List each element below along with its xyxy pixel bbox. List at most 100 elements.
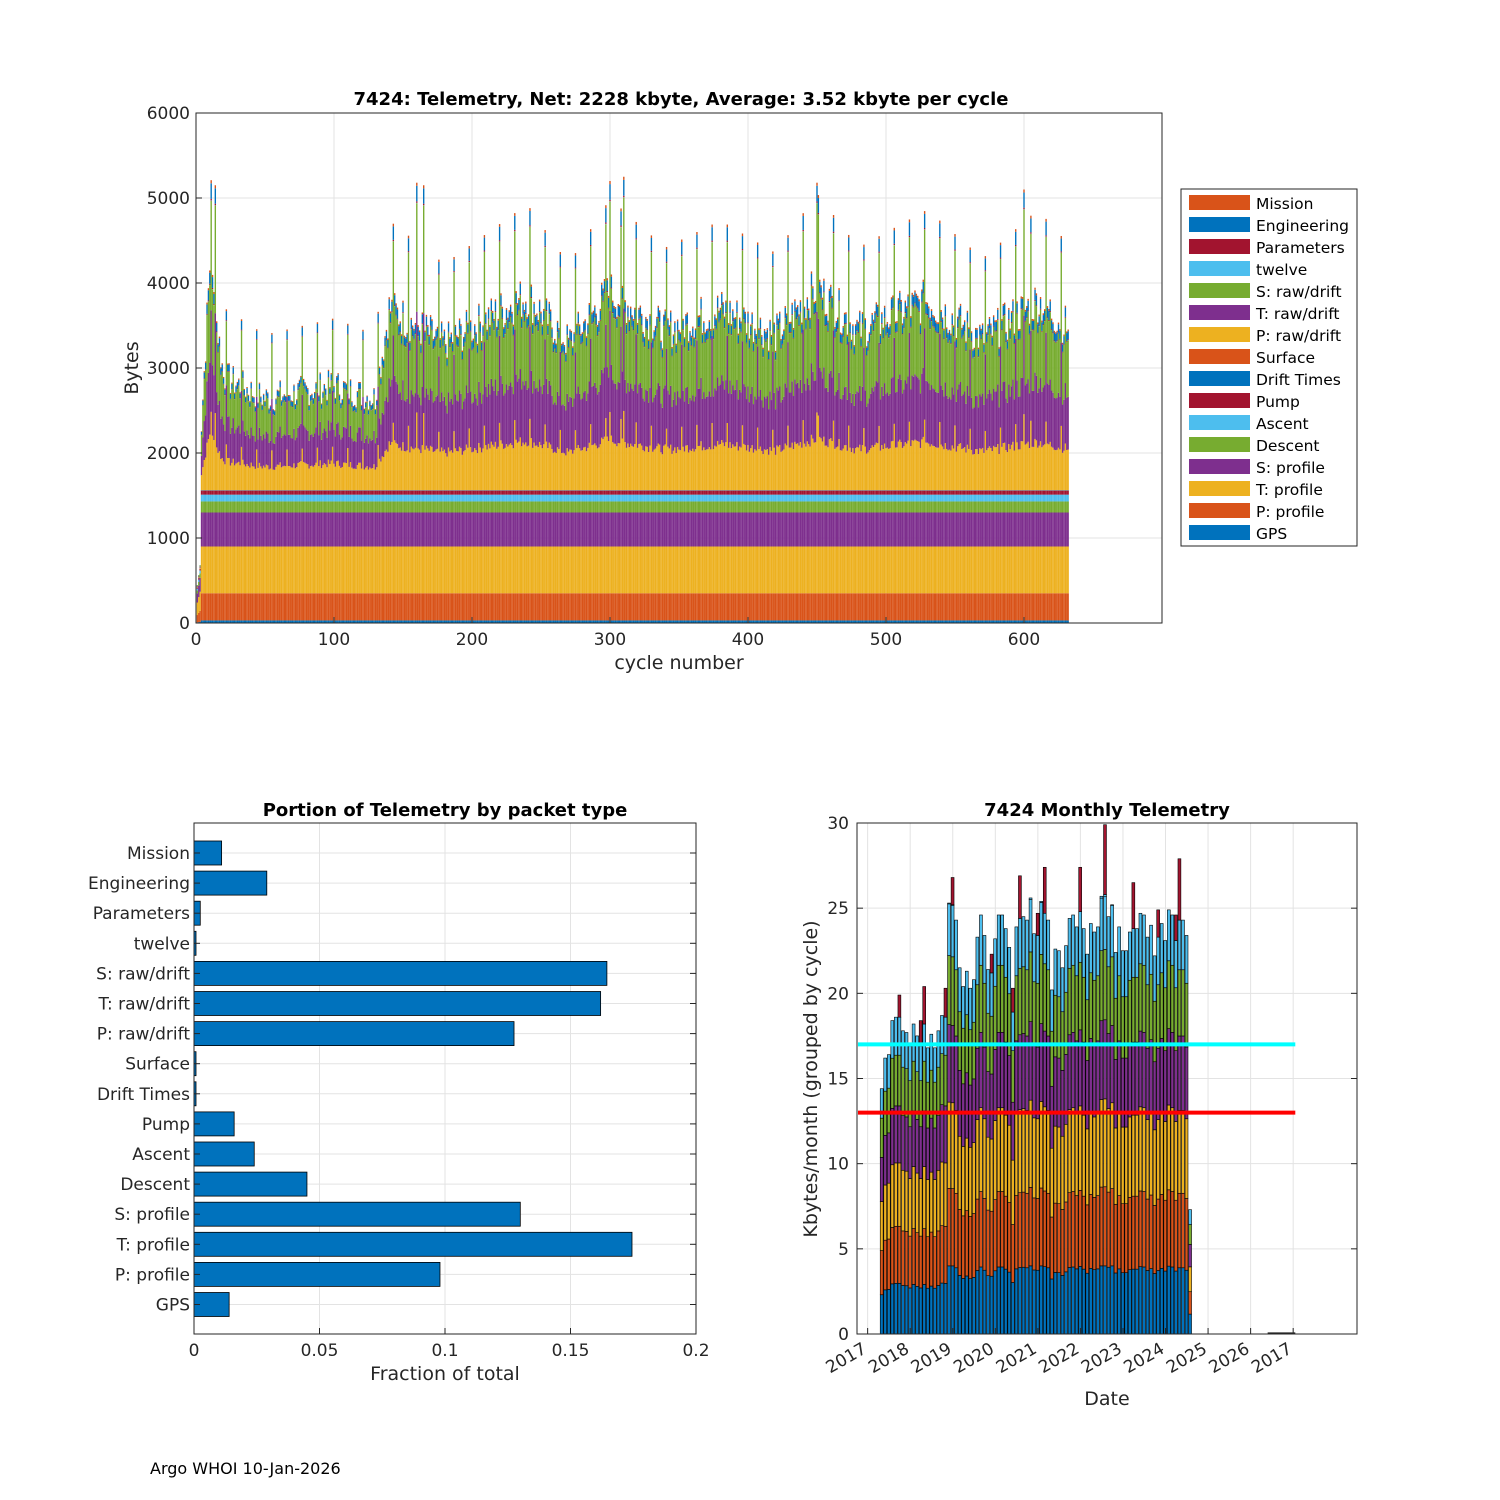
top-bar-segment bbox=[605, 490, 607, 495]
top-bar-segment bbox=[591, 546, 593, 594]
top-bar-segment bbox=[410, 319, 412, 329]
top-bar-segment bbox=[435, 620, 437, 623]
top-bar-segment bbox=[342, 388, 345, 427]
top-bar-segment bbox=[592, 494, 595, 502]
top-bar-segment bbox=[464, 333, 466, 342]
top-bar-segment bbox=[247, 465, 250, 490]
top-bar-segment bbox=[345, 593, 348, 621]
top-bar-segment bbox=[409, 620, 411, 623]
top-bar-segment bbox=[551, 395, 553, 449]
top-bar-segment bbox=[596, 394, 599, 449]
top-bar-segment bbox=[258, 382, 261, 384]
top-bar-segment bbox=[464, 490, 466, 495]
top-bar-segment bbox=[529, 620, 531, 623]
top-bar-segment bbox=[562, 404, 564, 453]
top-bar-segment bbox=[417, 448, 419, 490]
top-bar-segment bbox=[421, 620, 424, 623]
top-bar-segment bbox=[218, 620, 221, 623]
top-bar-segment bbox=[446, 456, 448, 490]
top-bar-segment bbox=[443, 331, 446, 340]
top-bar-segment bbox=[541, 490, 544, 495]
top-bar-segment bbox=[451, 512, 454, 547]
top-bar-segment bbox=[279, 380, 281, 382]
top-bar-segment bbox=[536, 315, 538, 325]
top-bar-segment bbox=[566, 494, 568, 502]
top-bar-segment bbox=[235, 385, 237, 387]
top-bar-segment bbox=[431, 490, 433, 495]
top-bar-segment bbox=[211, 494, 214, 502]
top-bar-segment bbox=[423, 546, 425, 594]
top-bar-segment bbox=[203, 371, 205, 373]
top-bar-segment bbox=[280, 501, 283, 513]
top-bar-segment bbox=[549, 311, 552, 321]
top-bar-segment bbox=[500, 293, 502, 296]
top-bar-segment bbox=[377, 445, 379, 490]
top-bar-segment bbox=[358, 381, 360, 384]
top-bar-segment bbox=[467, 333, 469, 393]
top-bar-segment bbox=[347, 620, 349, 623]
top-bar-segment bbox=[498, 494, 501, 502]
top-bar-segment bbox=[247, 593, 250, 621]
top-bar-segment bbox=[322, 490, 324, 495]
top-bar-segment bbox=[267, 393, 269, 399]
top-bar-segment bbox=[352, 512, 355, 547]
top-bar-segment bbox=[349, 386, 352, 387]
top-bar-segment bbox=[625, 512, 628, 547]
top-bar-segment bbox=[518, 309, 520, 311]
top-bar-segment bbox=[578, 501, 581, 513]
top-bar-segment bbox=[520, 446, 523, 490]
top-bar-segment bbox=[285, 494, 287, 502]
top-bar-segment bbox=[471, 340, 473, 343]
top-bar-segment bbox=[253, 501, 255, 513]
top-bar-segment bbox=[474, 490, 476, 495]
top-bar-segment bbox=[394, 293, 396, 296]
top-bar-segment bbox=[395, 381, 397, 443]
top-bar-segment bbox=[509, 494, 512, 502]
top-bar-segment bbox=[447, 332, 450, 393]
top-bar-segment bbox=[520, 512, 523, 547]
top-bar-segment bbox=[319, 593, 321, 621]
top-bar-segment bbox=[318, 494, 320, 502]
top-bar-segment bbox=[607, 620, 610, 623]
top-bar-segment bbox=[573, 332, 575, 334]
top-bar-segment bbox=[566, 620, 568, 623]
top-bar-segment bbox=[315, 490, 317, 495]
top-bar-segment bbox=[498, 422, 501, 490]
top-bar-segment bbox=[496, 494, 498, 502]
top-bar-segment bbox=[555, 343, 557, 346]
top-bar-segment bbox=[214, 494, 217, 502]
top-bar-segment bbox=[501, 501, 504, 513]
top-bar-segment bbox=[265, 512, 268, 547]
top-bar-segment bbox=[243, 494, 245, 502]
top-bar-segment bbox=[567, 501, 570, 513]
top-bar-segment bbox=[565, 620, 567, 623]
top-bar-segment bbox=[291, 407, 294, 439]
top-bar-segment bbox=[472, 338, 475, 341]
top-bar-segment bbox=[387, 512, 389, 547]
top-bar-segment bbox=[396, 307, 399, 310]
top-bar-segment bbox=[304, 620, 306, 623]
top-bar-segment bbox=[548, 501, 550, 513]
top-bar-segment bbox=[326, 620, 328, 623]
top-bar-segment bbox=[287, 394, 290, 396]
top-bar-segment bbox=[371, 546, 374, 594]
top-bar-segment bbox=[313, 546, 316, 594]
top-bar-segment bbox=[382, 593, 385, 621]
top-bar-segment bbox=[228, 546, 230, 594]
top-bar-segment bbox=[341, 501, 343, 513]
top-bar-segment bbox=[302, 380, 305, 386]
top-bar-segment bbox=[344, 462, 346, 490]
top-bar-segment bbox=[297, 462, 299, 490]
top-bar-segment bbox=[313, 501, 316, 513]
top-bar-segment bbox=[323, 501, 326, 513]
top-bar-segment bbox=[257, 501, 259, 513]
top-bar-segment bbox=[519, 620, 521, 623]
top-bar-segment bbox=[536, 445, 538, 490]
top-bar-segment bbox=[439, 490, 441, 495]
top-bar-segment bbox=[467, 501, 469, 513]
top-bar-segment bbox=[351, 438, 353, 468]
top-bar-segment bbox=[596, 620, 599, 623]
top-bar-segment bbox=[333, 429, 335, 464]
top-bar-segment bbox=[244, 620, 247, 623]
top-bar-segment bbox=[233, 490, 236, 495]
